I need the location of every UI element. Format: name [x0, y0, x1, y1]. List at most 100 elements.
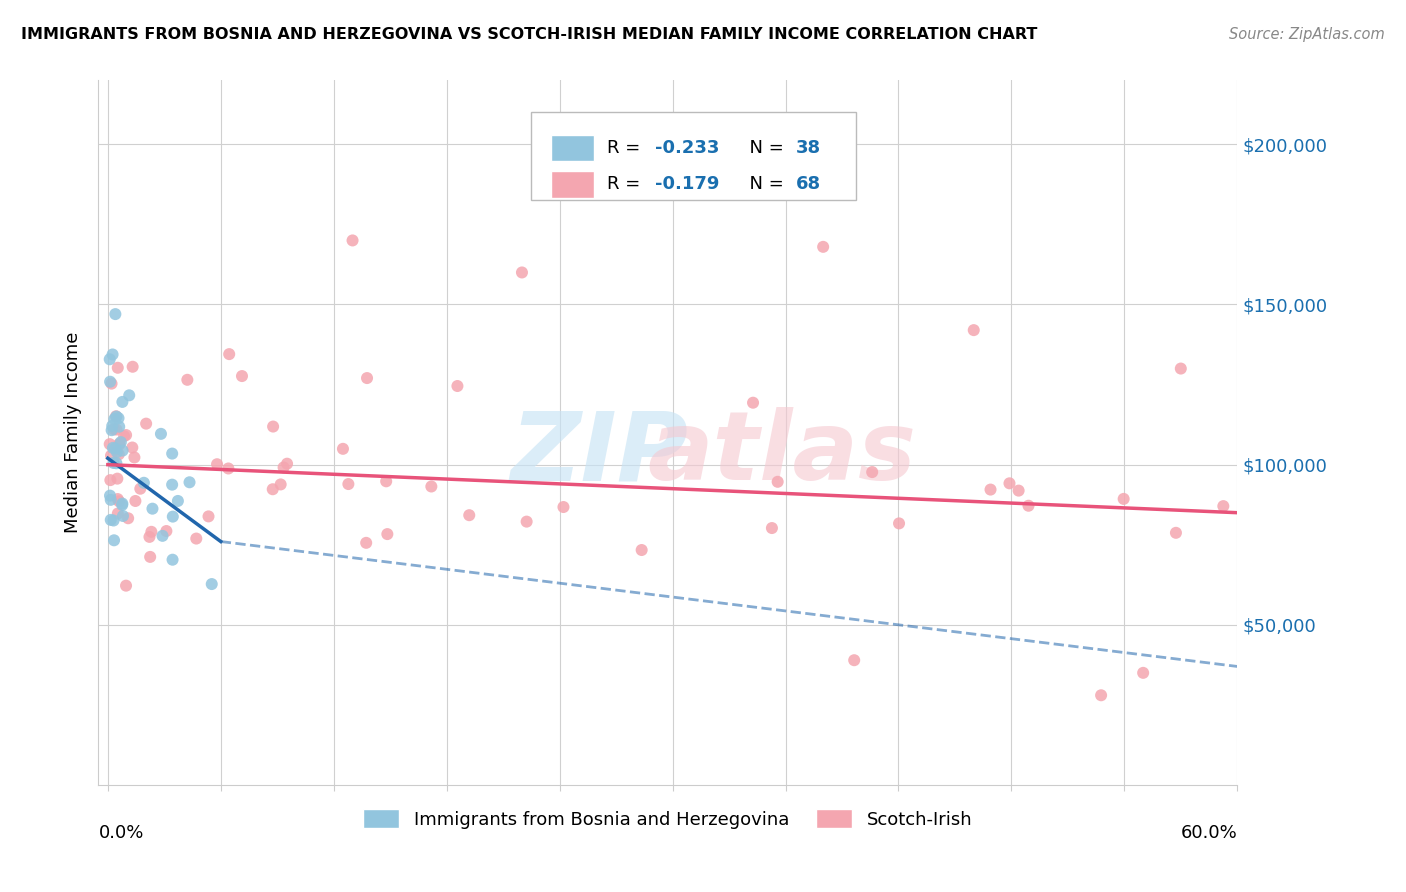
Point	[115, 579, 138, 593]
Point	[101, 441, 124, 455]
Point	[108, 419, 131, 434]
Point	[811, 240, 834, 254]
Point	[103, 533, 125, 548]
Text: atlas: atlas	[647, 408, 917, 500]
Point	[111, 395, 134, 409]
Point	[332, 442, 354, 456]
Point	[262, 419, 284, 434]
Point	[138, 530, 160, 544]
Point	[104, 442, 127, 456]
Point	[205, 457, 228, 471]
Point	[103, 422, 125, 436]
Point	[273, 460, 295, 475]
Point	[105, 456, 128, 470]
Point	[742, 395, 765, 409]
Point	[121, 441, 143, 455]
Bar	[551, 135, 593, 161]
Point	[135, 417, 157, 431]
Point	[111, 497, 134, 511]
Point	[100, 423, 122, 437]
Point	[176, 373, 198, 387]
Point	[197, 509, 219, 524]
Point	[101, 418, 124, 433]
Text: N =: N =	[738, 176, 790, 194]
Point	[103, 412, 125, 426]
Point	[121, 359, 143, 374]
Point	[115, 428, 138, 442]
Point	[105, 445, 128, 459]
Point	[217, 461, 239, 475]
Point	[124, 494, 146, 508]
FancyBboxPatch shape	[531, 112, 856, 200]
Point	[1212, 499, 1234, 513]
Text: R =: R =	[607, 176, 647, 194]
Point	[420, 479, 443, 493]
Point	[186, 532, 208, 546]
Text: -0.233: -0.233	[655, 139, 720, 157]
Point	[111, 443, 134, 458]
Point	[844, 653, 866, 667]
Point	[1164, 525, 1187, 540]
Point	[276, 457, 298, 471]
Point	[963, 323, 986, 337]
Point	[98, 375, 121, 389]
Point	[100, 376, 122, 391]
Point	[118, 388, 141, 402]
Point	[108, 437, 131, 451]
Point	[103, 514, 125, 528]
Point	[124, 450, 146, 465]
Point	[112, 429, 135, 443]
Point	[107, 360, 129, 375]
Point	[98, 437, 121, 451]
Point	[107, 411, 129, 425]
Point	[152, 529, 174, 543]
Point	[630, 543, 652, 558]
Point	[100, 449, 122, 463]
Text: ZIP: ZIP	[510, 408, 689, 500]
Point	[141, 524, 163, 539]
Point	[105, 409, 128, 424]
Point	[1170, 361, 1192, 376]
Point	[101, 347, 124, 361]
Point	[162, 552, 184, 566]
Point	[375, 475, 398, 489]
Point	[162, 509, 184, 524]
Text: 60.0%: 60.0%	[1181, 823, 1237, 842]
Point	[141, 501, 163, 516]
Text: Source: ZipAtlas.com: Source: ZipAtlas.com	[1229, 27, 1385, 42]
Point	[149, 426, 172, 441]
Point	[979, 483, 1001, 497]
Point	[354, 536, 377, 550]
Text: 68: 68	[796, 176, 821, 194]
Legend: Immigrants from Bosnia and Herzegovina, Scotch-Irish: Immigrants from Bosnia and Herzegovina, …	[356, 802, 980, 836]
Point	[1132, 665, 1154, 680]
Y-axis label: Median Family Income: Median Family Income	[65, 332, 83, 533]
Point	[98, 473, 121, 487]
Point	[887, 516, 910, 531]
Point	[218, 347, 240, 361]
Point	[98, 352, 121, 367]
Point	[458, 508, 481, 523]
Point	[516, 515, 538, 529]
Point	[342, 234, 364, 248]
Point	[111, 498, 134, 512]
Point	[446, 379, 468, 393]
Point	[1018, 499, 1040, 513]
Point	[108, 447, 131, 461]
Point	[270, 477, 292, 491]
Point	[1112, 491, 1135, 506]
Point	[105, 472, 128, 486]
Point	[105, 409, 128, 424]
Point	[129, 482, 152, 496]
Point	[105, 442, 128, 456]
Point	[107, 491, 129, 506]
Point	[100, 513, 122, 527]
Text: IMMIGRANTS FROM BOSNIA AND HERZEGOVINA VS SCOTCH-IRISH MEDIAN FAMILY INCOME CORR: IMMIGRANTS FROM BOSNIA AND HERZEGOVINA V…	[21, 27, 1038, 42]
Point	[160, 446, 183, 460]
Point	[337, 477, 360, 491]
Point	[139, 549, 162, 564]
Point	[107, 507, 129, 521]
Point	[761, 521, 783, 535]
Point	[155, 524, 177, 538]
Point	[179, 475, 201, 490]
